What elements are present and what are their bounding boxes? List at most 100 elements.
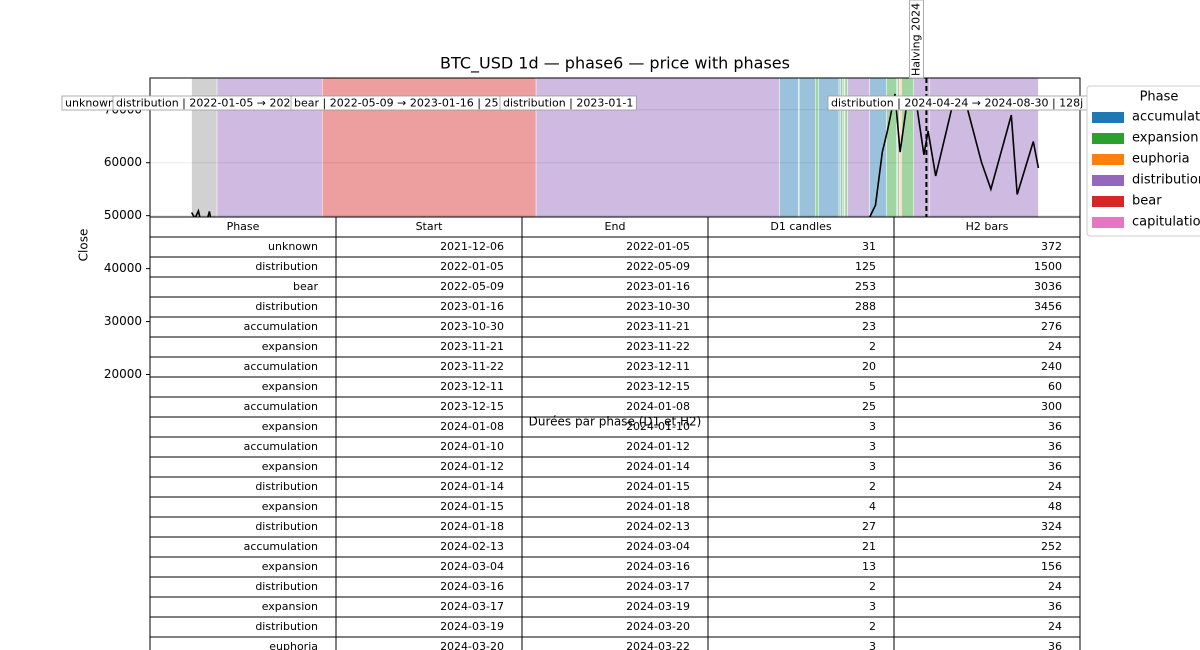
halving-label-box: [909, 0, 924, 79]
table-cell-text: 3: [869, 460, 876, 473]
table-cell-text: 2024-01-08: [626, 400, 690, 413]
table-cell-text: 125: [855, 260, 876, 273]
legend-swatch: [1092, 112, 1124, 123]
legend-swatch: [1092, 196, 1124, 207]
table-cell-text: 2024-02-13: [440, 540, 504, 553]
table-cell-text: 31: [862, 240, 876, 253]
table-cell-text: 60: [1048, 380, 1062, 393]
table-cell-text: 2023-10-30: [440, 320, 504, 333]
table-cell-text: euphoria: [269, 640, 318, 650]
table-cell: [707, 456, 895, 478]
legend-title: Phase: [1140, 90, 1179, 105]
table-cell-text: 2024-01-18: [626, 500, 690, 513]
table-cell-text: 2023-11-22: [626, 340, 690, 353]
legend-swatch: [1092, 175, 1124, 186]
table-cell-text: expansion: [262, 340, 318, 353]
table-cell-text: 2024-02-13: [626, 520, 690, 533]
table-cell-text: 2024-03-17: [440, 600, 504, 613]
table-cell: [707, 336, 895, 358]
table-cell: [707, 376, 895, 398]
table-cell-text: 2023-01-16: [440, 300, 504, 313]
table-cell-text: 2023-12-15: [626, 380, 690, 393]
table-cell-text: 2023-10-30: [626, 300, 690, 313]
span-label: distribution | 2024-04-24 → 2024-08-30 |…: [831, 97, 1141, 110]
table-cell-text: accumulation: [244, 440, 318, 453]
table-cell-text: 2024-01-10: [440, 440, 504, 453]
y-tick-label: 30000: [104, 314, 142, 328]
span-label-box: [499, 95, 637, 111]
table-cell-text: 3: [869, 640, 876, 650]
table-cell-text: 2023-11-21: [626, 320, 690, 333]
legend-swatch: [1092, 133, 1124, 144]
table-cell-text: 288: [855, 300, 876, 313]
table-cell-text: 2024-03-16: [440, 580, 504, 593]
table-cell-text: 2: [869, 340, 876, 353]
table-cell-text: 2024-03-19: [626, 600, 690, 613]
table-cell-text: 2024-01-12: [440, 460, 504, 473]
table-cell-text: 2023-11-21: [440, 340, 504, 353]
table-cell-text: expansion: [262, 560, 318, 573]
table-cell: [707, 476, 895, 498]
table-cell: [707, 636, 895, 650]
table-cell-text: 2023-12-11: [626, 360, 690, 373]
table-cell-text: 2022-05-09: [626, 260, 690, 273]
table-cell-text: 24: [1048, 340, 1062, 353]
table-cell-text: 36: [1048, 600, 1062, 613]
legend-swatch: [1092, 154, 1124, 165]
table-cell-text: 13: [862, 560, 876, 573]
table-cell-text: 2023-12-11: [440, 380, 504, 393]
table-cell-text: 2024-01-15: [440, 500, 504, 513]
table-cell-text: 2024-01-14: [626, 460, 690, 473]
table-header: D1 candles: [770, 220, 832, 233]
table-cell-text: unknown: [268, 240, 318, 253]
table-cell-text: 2022-01-05: [440, 260, 504, 273]
table-cell-text: 2021-12-06: [440, 240, 504, 253]
table-cell-text: 252: [1041, 540, 1062, 553]
table-cell: [707, 496, 895, 518]
table-cell-text: distribution: [255, 520, 318, 533]
table-title: Durées par phase (D1 et H2): [529, 415, 702, 429]
legend-swatch: [1092, 217, 1124, 228]
y-tick-label: 40000: [104, 261, 142, 275]
table-cell-text: 2022-05-09: [440, 280, 504, 293]
legend-label: accumulation: [1132, 110, 1200, 125]
table-cell-text: 3: [869, 420, 876, 433]
table-cell-text: 3036: [1034, 280, 1062, 293]
table-cell-text: accumulation: [244, 400, 318, 413]
table-cell-text: 2024-03-16: [626, 560, 690, 573]
table-cell-text: 300: [1041, 400, 1062, 413]
span-label: unknown: [65, 97, 115, 110]
table-header: Phase: [227, 220, 260, 233]
table-cell-text: expansion: [262, 420, 318, 433]
table-cell-text: 2: [869, 620, 876, 633]
table-cell-text: distribution: [255, 300, 318, 313]
table-cell-text: 253: [855, 280, 876, 293]
legend-label: capitulation: [1132, 215, 1200, 230]
table-cell: [707, 576, 895, 598]
chart-title: BTC_USD 1d — phase6 — price with phases: [440, 54, 790, 74]
table-cell: [707, 436, 895, 458]
table-cell-text: expansion: [262, 460, 318, 473]
table-cell-text: 36: [1048, 420, 1062, 433]
table-cell-text: bear: [293, 280, 318, 293]
table-cell: [707, 616, 895, 638]
table-cell-text: 2023-01-16: [626, 280, 690, 293]
table-cell-text: 2024-01-14: [440, 480, 504, 493]
table-cell-text: 20: [862, 360, 876, 373]
table-cell-text: 21: [862, 540, 876, 553]
table-cell-text: 2: [869, 480, 876, 493]
span-label: bear | 2022-05-09 → 2023-01-16 | 25: [294, 97, 498, 110]
table-cell-text: 2024-03-22: [626, 640, 690, 650]
table-cell-text: 2024-01-15: [626, 480, 690, 493]
table-cell-text: 24: [1048, 620, 1062, 633]
legend-label: bear: [1132, 194, 1162, 209]
table-header: Start: [416, 220, 444, 233]
table-cell-text: 2024-01-08: [440, 420, 504, 433]
span-labels: unknown distribution | 2022-01-05 → 202 be…: [61, 95, 1145, 111]
y-tick-label: 50000: [104, 208, 142, 222]
table-cell-text: 2024-01-18: [440, 520, 504, 533]
table-cell: [707, 596, 895, 618]
table-cell-text: 2024-03-04: [626, 540, 690, 553]
table-cell-text: accumulation: [244, 540, 318, 553]
